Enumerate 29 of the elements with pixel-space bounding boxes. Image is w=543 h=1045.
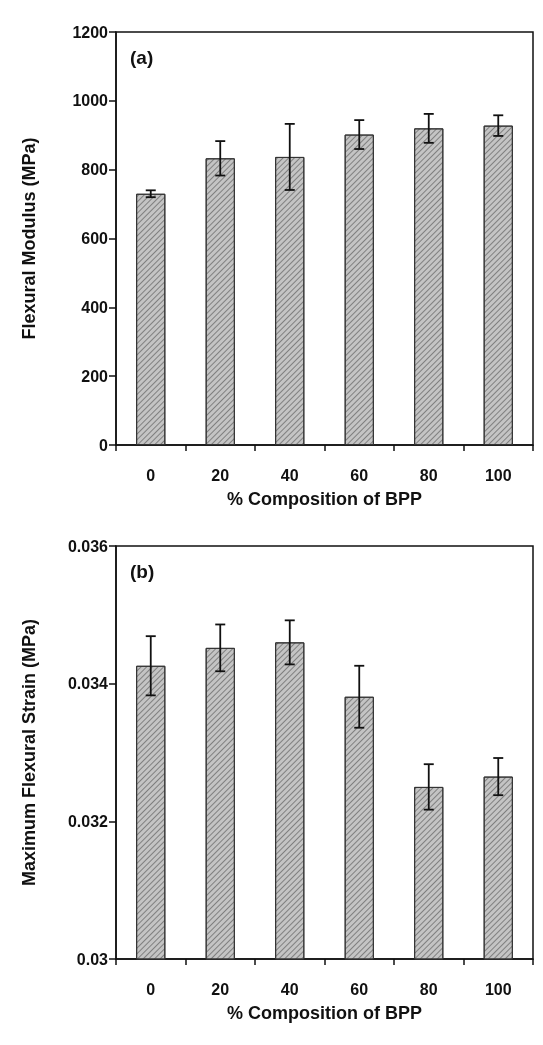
y-tick-label: 800 (81, 161, 109, 179)
y-tick-label: 0.036 (67, 537, 109, 555)
x-tick-label: 20 (211, 466, 230, 484)
x-axis-title: % Composition of BPP (227, 1003, 422, 1023)
y-tick-label: 0.034 (67, 675, 109, 693)
x-tick-label: 40 (280, 466, 299, 484)
x-tick-label: 100 (484, 980, 512, 998)
x-tick-label: 60 (350, 980, 369, 998)
annotation: (a) (130, 47, 154, 68)
y-tick-label: 1200 (72, 23, 109, 41)
y-tick-label: 0 (99, 436, 109, 454)
annotation: (b) (130, 561, 155, 582)
x-tick-label: 20 (211, 980, 230, 998)
x-tick-label: 80 (419, 466, 438, 484)
y-tick-label: 0.032 (67, 812, 109, 830)
x-tick-label: 0 (146, 980, 156, 998)
x-tick-label: 0 (146, 466, 156, 484)
x-tick-label: 100 (484, 466, 512, 484)
y-tick-label: 0.03 (76, 950, 109, 968)
y-tick-label: 400 (81, 298, 109, 316)
x-tick-label: 80 (419, 980, 438, 998)
y-tick-label: 600 (81, 230, 109, 247)
y-tick-label: 1000 (72, 92, 109, 110)
x-tick-label: 40 (280, 980, 299, 998)
y-axis-title: Maximum Flexural Strain (MPa) (19, 618, 39, 887)
x-axis-title: % Composition of BPP (227, 489, 422, 509)
y-tick-label: 200 (81, 367, 109, 385)
x-tick-label: 60 (350, 466, 369, 484)
y-axis-title: Flexural Modulus (MPa) (19, 137, 39, 340)
